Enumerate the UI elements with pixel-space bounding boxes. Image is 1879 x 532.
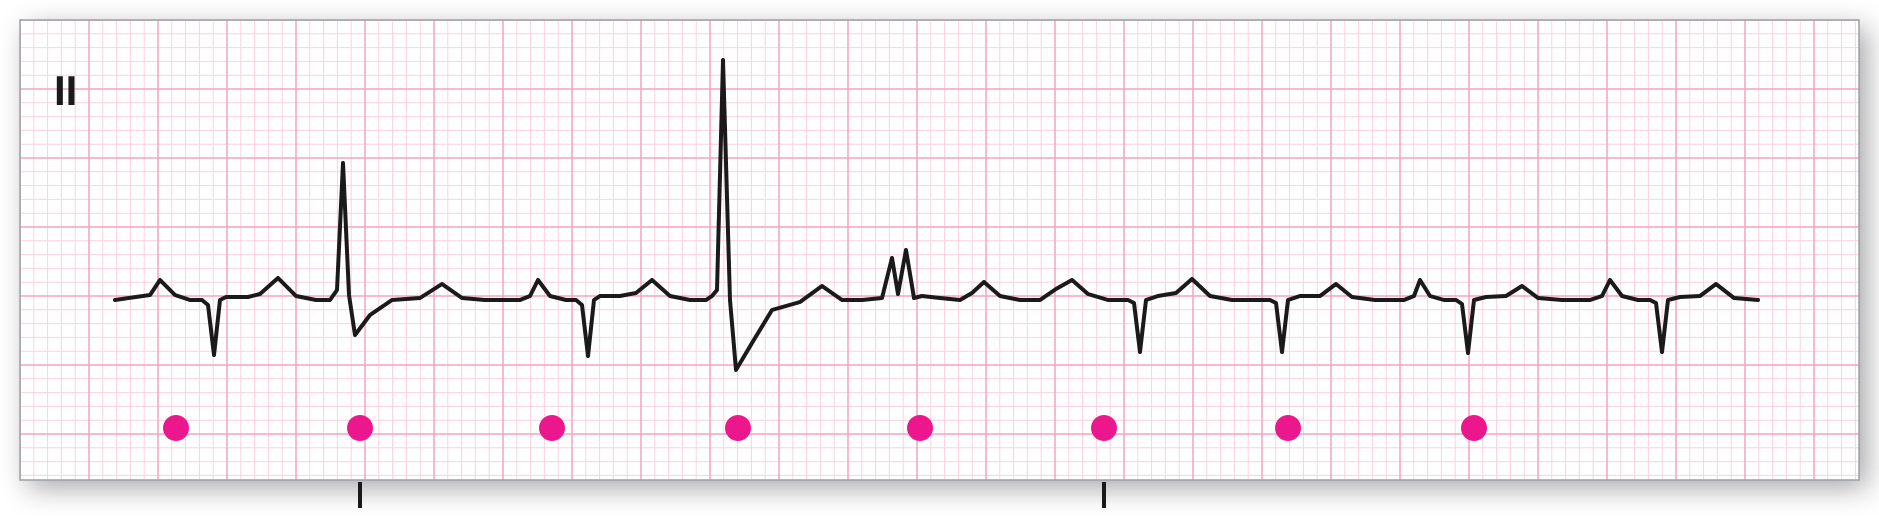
rhythm-marker [163, 415, 189, 441]
ecg-strip-container: II [0, 0, 1879, 532]
ecg-svg: II [0, 0, 1879, 532]
rhythm-marker [907, 415, 933, 441]
rhythm-marker [725, 415, 751, 441]
rhythm-marker [539, 415, 565, 441]
rhythm-marker [1461, 415, 1487, 441]
rhythm-marker [1091, 415, 1117, 441]
rhythm-marker [347, 415, 373, 441]
lead-label: II [54, 67, 77, 114]
rhythm-marker [1275, 415, 1301, 441]
